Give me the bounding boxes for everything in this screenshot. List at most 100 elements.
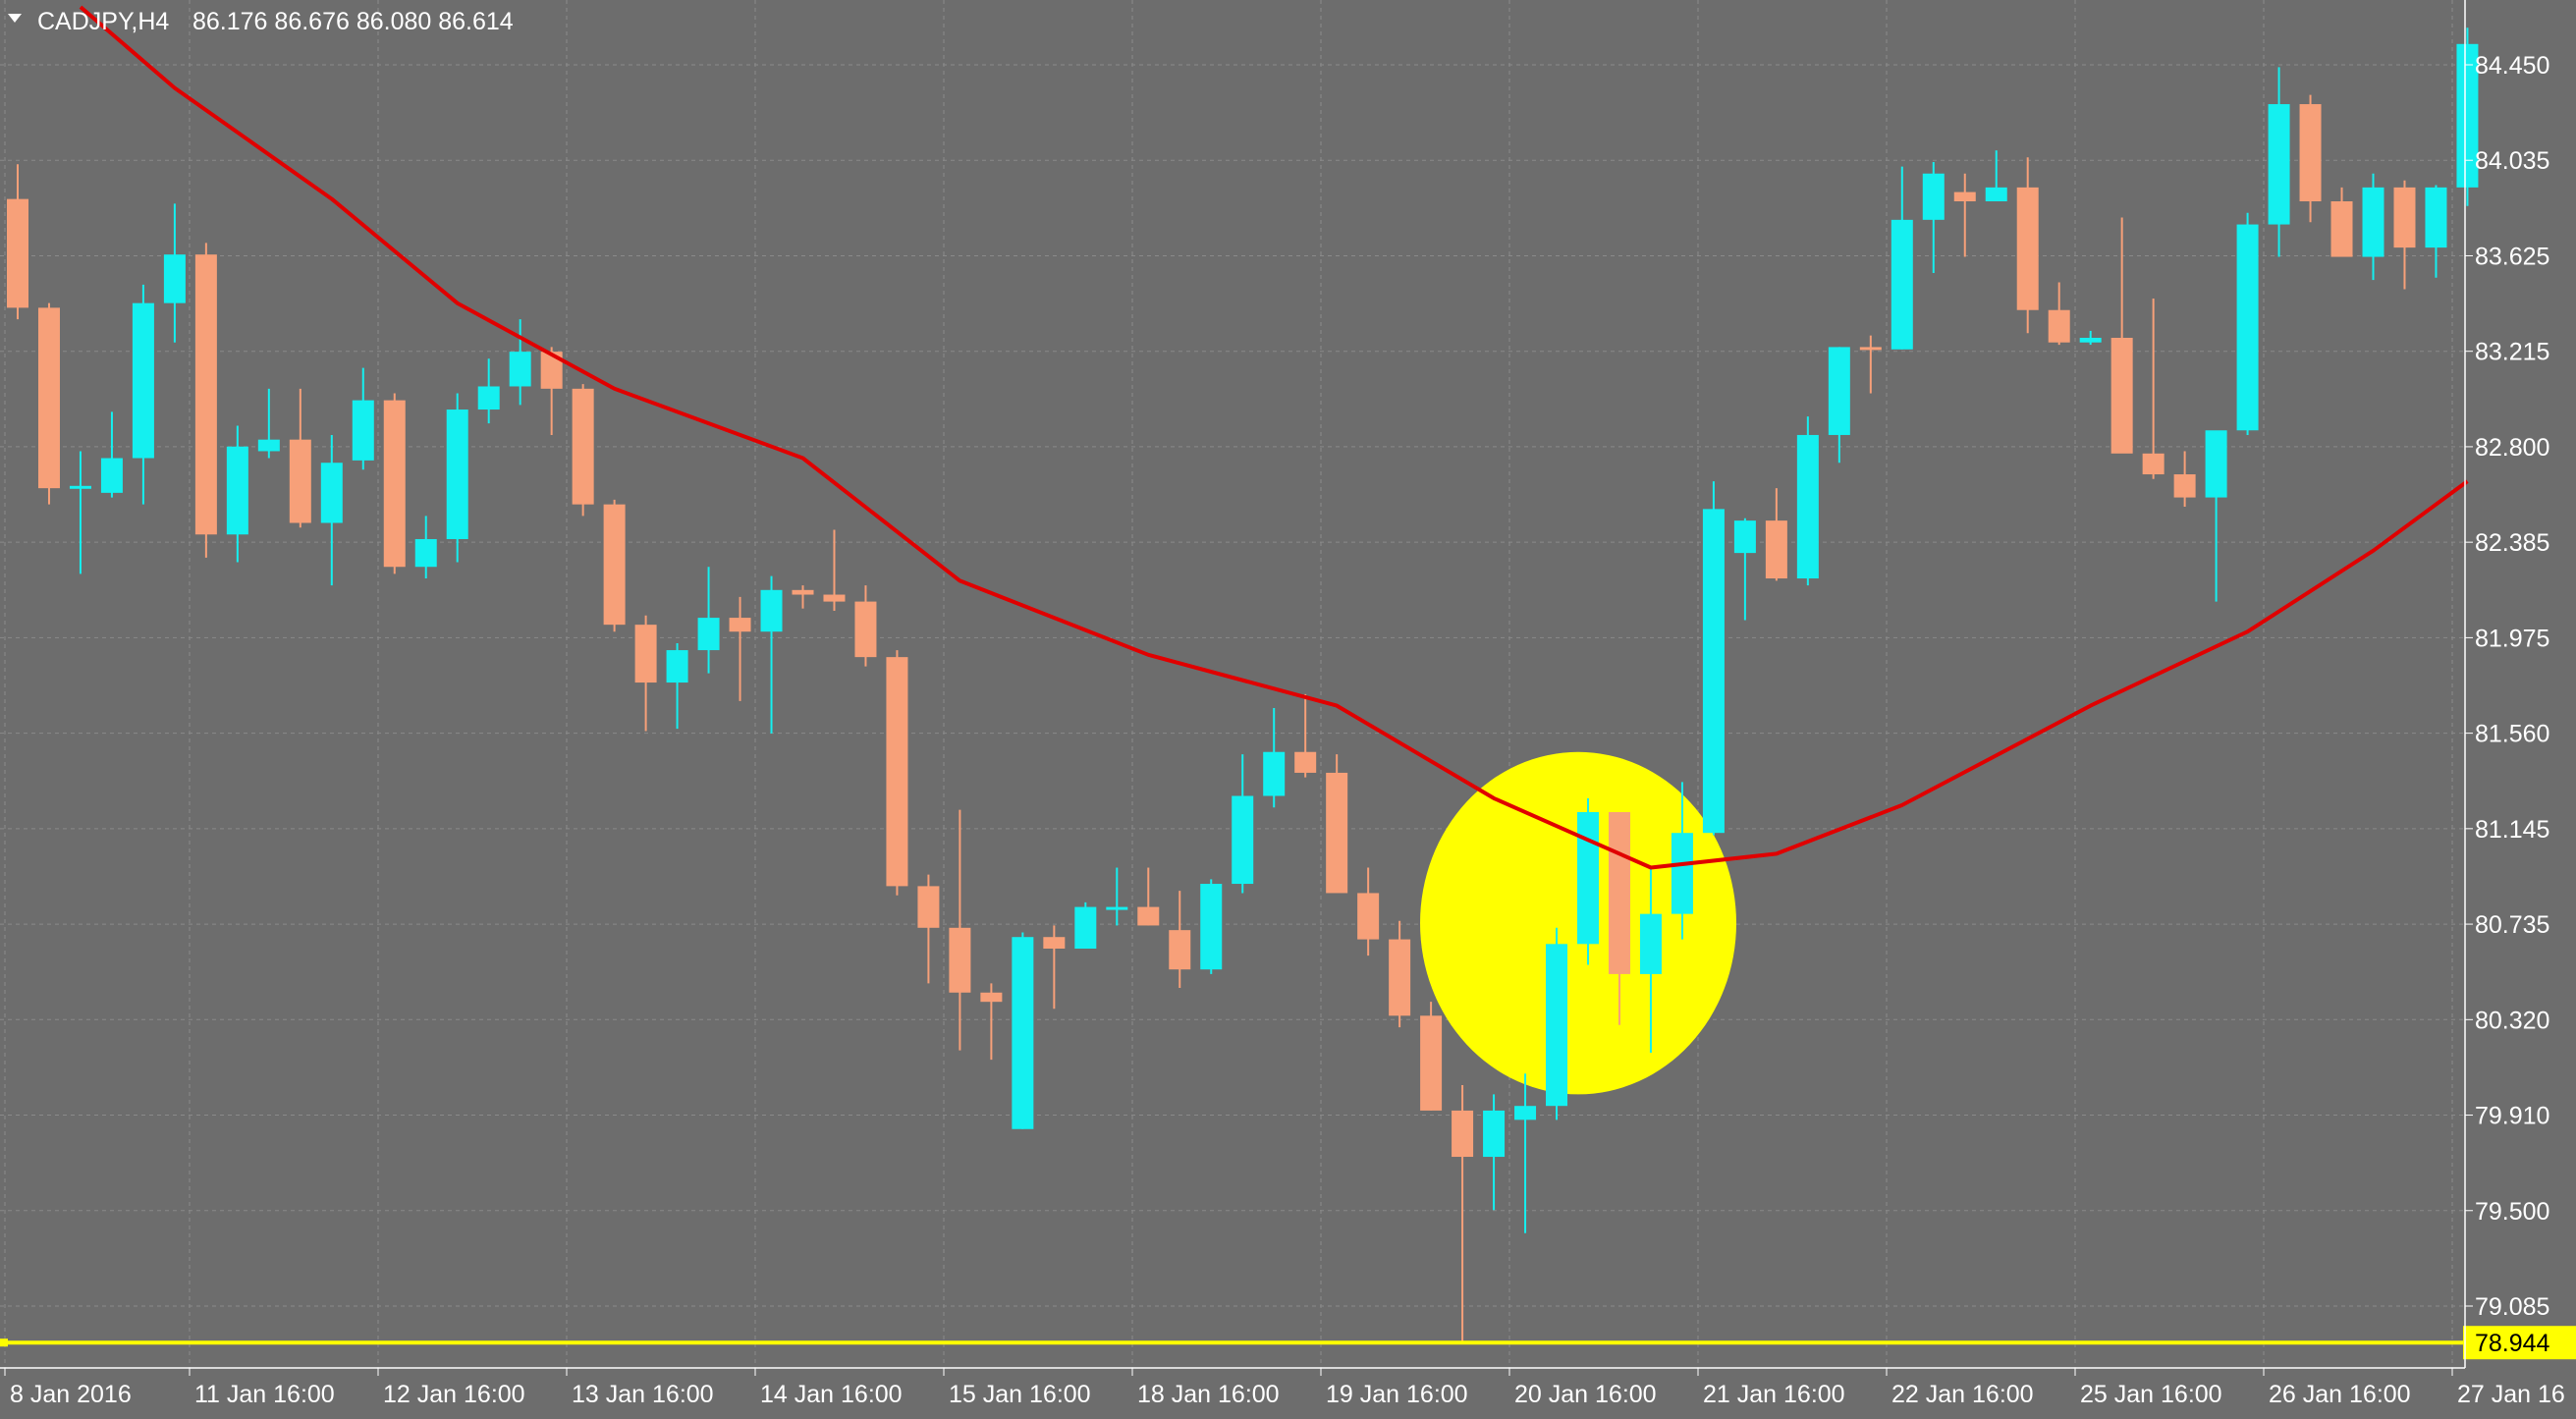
- candle-body: [100, 458, 123, 493]
- price-tick-label: 80.735: [2475, 911, 2549, 939]
- bullish-candle: [1702, 481, 1725, 836]
- level-layer: 78.944: [0, 1326, 2576, 1360]
- price-tick-label: 82.385: [2475, 529, 2549, 557]
- bullish-candle: [1263, 707, 1286, 808]
- bearish-candle: [2173, 451, 2196, 507]
- candle-body: [1608, 811, 1630, 974]
- bullish-candle: [1546, 927, 1568, 1120]
- price-tick-label: 84.035: [2475, 147, 2549, 175]
- bearish-candle: [1420, 1002, 1443, 1111]
- candle-body: [603, 504, 626, 626]
- candle-body: [7, 198, 28, 308]
- candle-body: [1702, 509, 1725, 834]
- candle-body: [2110, 338, 2133, 454]
- bearish-candle: [289, 388, 311, 528]
- price-tick-label: 79.500: [2475, 1198, 2549, 1226]
- candle-body: [226, 446, 248, 535]
- bearish-candle: [1043, 925, 1066, 1010]
- bearish-candle: [7, 164, 28, 320]
- bearish-candle: [634, 615, 657, 732]
- price-tick-label: 79.085: [2475, 1293, 2549, 1321]
- bearish-candle: [886, 650, 908, 896]
- candle-body: [289, 439, 311, 523]
- candle-body: [1420, 1015, 1443, 1111]
- bullish-candle: [320, 434, 343, 586]
- candle-body: [2079, 338, 2102, 343]
- time-tick-label: 27 Jan 16: [2457, 1381, 2565, 1408]
- candle-body: [2425, 187, 2447, 248]
- time-tick-label: 26 Jan 16:00: [2269, 1381, 2411, 1408]
- bearish-candle: [1357, 867, 1380, 956]
- dropdown-triangle-icon[interactable]: [8, 14, 22, 23]
- bullish-candle: [1483, 1094, 1506, 1211]
- bullish-candle: [1671, 782, 1693, 940]
- candle-body: [1294, 751, 1317, 773]
- candle-body: [666, 650, 688, 683]
- candle-body: [1357, 893, 1380, 940]
- time-tick-label: 22 Jan 16:00: [1891, 1381, 2034, 1408]
- price-tick-label: 84.450: [2475, 52, 2549, 80]
- bearish-candle: [2142, 298, 2165, 479]
- candle-body: [2268, 104, 2290, 225]
- bullish-candle: [100, 411, 123, 498]
- candle-body: [383, 400, 406, 568]
- level-handle-icon[interactable]: [0, 1338, 8, 1347]
- bearish-candle: [1169, 891, 1191, 989]
- symbol-label: CADJPY,H4: [37, 8, 169, 35]
- candle-body: [509, 352, 531, 387]
- ohlc-values: 86.176 86.676 86.080 86.614: [192, 8, 514, 35]
- price-tick-label: 81.975: [2475, 625, 2549, 652]
- candle-body: [1765, 520, 1787, 579]
- candle-body: [697, 618, 720, 651]
- candle-body: [1200, 884, 1223, 970]
- candle-body: [1012, 937, 1034, 1129]
- time-tick-label: 13 Jan 16:00: [572, 1381, 714, 1408]
- candle-body: [540, 352, 563, 389]
- candle-body: [2016, 187, 2039, 310]
- bullish-candle: [1514, 1073, 1537, 1233]
- bearish-candle: [2110, 217, 2133, 454]
- candle-body: [414, 538, 437, 568]
- bullish-candle: [1985, 150, 2007, 202]
- candle-body: [2048, 309, 2070, 343]
- candle-body: [194, 254, 217, 535]
- bullish-candle: [1012, 932, 1034, 1129]
- candle-body: [2456, 43, 2479, 188]
- price-tick-label: 83.215: [2475, 339, 2549, 366]
- bearish-candle: [1389, 920, 1411, 1028]
- candle-body: [1828, 347, 1850, 435]
- bearish-candle: [823, 529, 846, 612]
- bullish-candle: [1796, 416, 1819, 586]
- grid: [0, 0, 2463, 1368]
- bearish-candle: [2299, 94, 2322, 223]
- candle-body: [2362, 187, 2384, 257]
- time-tick-label: 18 Jan 16:00: [1137, 1381, 1280, 1408]
- candle-body: [2205, 430, 2227, 498]
- bearish-candle: [383, 393, 406, 574]
- candle-body: [1796, 434, 1819, 579]
- bullish-candle: [257, 388, 280, 459]
- bullish-candle: [2456, 27, 2479, 206]
- candle-body: [1671, 833, 1693, 914]
- bullish-candle: [1828, 347, 1850, 464]
- candle-body: [1452, 1110, 1474, 1158]
- bearish-candle: [854, 585, 877, 667]
- candle-body: [477, 386, 500, 410]
- chart-header: CADJPY,H4 86.176 86.676 86.080 86.614: [8, 8, 514, 35]
- price-tick-label: 79.910: [2475, 1103, 2549, 1130]
- candle-body: [1106, 906, 1128, 910]
- candle-body: [1859, 347, 1882, 351]
- candle-body: [1953, 191, 1976, 202]
- candle-body: [2236, 224, 2259, 431]
- time-tick-label: 21 Jan 16:00: [1703, 1381, 1845, 1408]
- bullish-candle: [1733, 518, 1756, 621]
- current-level-label: 78.944: [2475, 1330, 2550, 1357]
- bullish-candle: [2236, 212, 2259, 435]
- bearish-candle: [949, 809, 971, 1051]
- candle-body: [2142, 453, 2165, 475]
- candle-body: [320, 463, 343, 523]
- candle-body: [352, 400, 374, 461]
